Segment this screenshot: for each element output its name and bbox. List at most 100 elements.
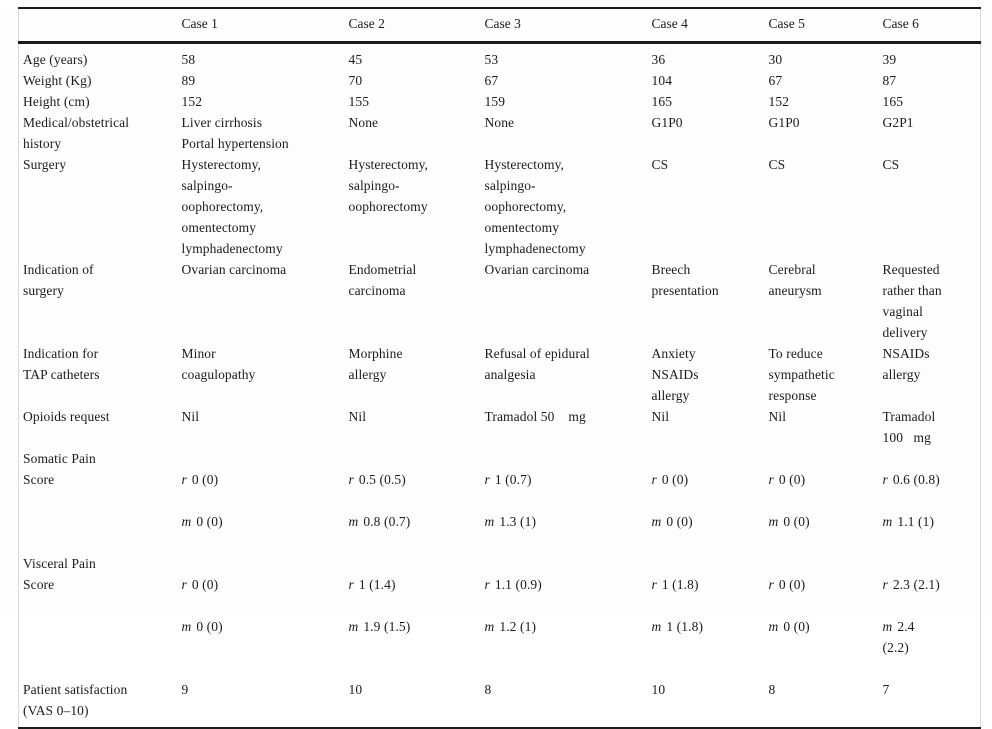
table-cell: r 1 (0.7) m 1.3 (1) [481,448,648,553]
table-row-somatic-pain-score: Somatic Pain Score r 0 (0) m 0 (0) r 0.5 (0… [19,448,981,553]
table-cell: Cerebral aneurysm [768,262,822,298]
movement-prefix: m [348,619,359,634]
table-cell: r 0.5 (0.5) m 0.8 (0.7) [345,448,481,553]
rest-prefix: r [348,472,354,487]
table-row-opioids-request: Opioids request Nil Nil Tramadol 50 mg N… [19,406,981,448]
table-cell: r 2.3 (2.1) m 2.4 (2.2) [879,553,981,679]
table-cell: Nil [348,409,367,424]
case-comparison-table: Case 1 Case 2 Case 3 Case 4 Case 5 Case … [18,7,981,729]
rest-value: 0.6 (0.8) [892,472,940,487]
movement-prefix: m [882,514,893,529]
header-case-3: Case 3 [480,8,648,44]
table-cell: 67 [484,73,499,88]
rest-value: 1 (0.7) [494,472,532,487]
table-cell: 53 [484,52,499,67]
rest-value: 2.3 (2.1) [892,577,940,592]
table-row-height: Height (cm) 152 155 159 165 152 165 [19,91,981,112]
movement-prefix: m [651,514,662,529]
table-cell: r 0 (0) m 0 (0) [765,448,879,553]
table-cell: 10 [651,682,666,697]
table-cell: Nil [181,409,200,424]
row-label: Age (years) [23,52,88,67]
movement-prefix: m [348,514,359,529]
table-cell: Ovarian carcinoma [181,262,287,277]
table-cell: Hysterectomy, salpingo- oophorectomy [348,157,429,214]
header-case-1: Case 1 [177,8,345,44]
rest-prefix: r [484,577,490,592]
table-cell: Minor coagulopathy [181,346,256,382]
rest-value: 0 (0) [191,577,219,592]
row-label: Indication for TAP catheters [23,346,100,382]
movement-value: 0.8 (0.7) [363,514,411,529]
table-cell: 7 [882,682,890,697]
table-cell: Requested rather than vaginal delivery [882,262,942,340]
table-cell: 45 [348,52,363,67]
rest-value: 0 (0) [778,577,806,592]
table-cell: G1P0 [768,115,800,130]
movement-value: 0 (0) [783,514,810,529]
table-cell: None [484,115,515,130]
table-cell: 89 [181,73,196,88]
movement-prefix: m [181,514,192,529]
table-cell: 165 [882,94,904,109]
rest-value: 1.1 (0.9) [494,577,542,592]
table-cell: Endometrial carcinoma [348,262,417,298]
table-cell: r 0 (0) m 0 (0) [765,553,879,679]
movement-prefix: m [768,619,779,634]
table-cell: Tramadol 100 mg [882,409,936,445]
table-cell: 9 [181,682,189,697]
table-cell: Anxiety NSAIDs allergy [651,346,699,403]
table-cell: Morphine allergy [348,346,403,382]
table-cell: CS [768,157,786,172]
row-label: Medical/obstetrical history [23,115,130,151]
table-row-medical-history: Medical/obstetrical history Liver cirrho… [19,112,981,154]
row-label: Surgery [23,157,67,172]
movement-prefix: m [484,514,495,529]
header-case-4: Case 4 [647,8,765,44]
table-cell: 36 [651,52,666,67]
table-row-visceral-pain-score: Visceral Pain Score r 0 (0) m 0 (0) r 1 (1.… [19,553,981,679]
rest-prefix: r [768,577,774,592]
header-empty-cell [18,8,178,44]
table-row-age: Age (years) 58 45 53 36 30 39 [19,43,981,71]
rest-prefix: r [651,577,657,592]
table-cell: 155 [348,94,370,109]
rest-value: 1 (1.8) [661,577,699,592]
header-case-6: Case 6 [878,8,981,44]
table-cell: Hysterectomy, salpingo- oophorectomy, om… [181,157,283,256]
table-cell: 10 [348,682,363,697]
header-case-2: Case 2 [344,8,481,44]
table-cell: 30 [768,52,783,67]
movement-prefix: m [181,619,192,634]
table-row-surgery: Surgery Hysterectomy, salpingo- oophorec… [19,154,981,259]
table-cell: r 1 (1.8) m 1 (1.8) [648,553,765,679]
row-label: Height (cm) [23,94,90,109]
table-cell: Nil [651,409,670,424]
rest-prefix: r [651,472,657,487]
table-cell: CS [882,157,900,172]
rest-value: 0.5 (0.5) [358,472,406,487]
movement-value: 1.3 (1) [499,514,537,529]
table-cell: CS [651,157,669,172]
row-label: Weight (Kg) [23,73,92,88]
movement-prefix: m [768,514,779,529]
rest-prefix: r [882,472,888,487]
table-row-patient-satisfaction: Patient satisfaction (VAS 0–10) 9 10 8 1… [19,679,981,728]
table-cell: To reduce sympathetic response [768,346,835,403]
movement-prefix: m [484,619,495,634]
table-cell: G1P0 [651,115,683,130]
movement-prefix: m [651,619,662,634]
movement-value: 1.2 (1) [499,619,537,634]
table-cell: 8 [484,682,492,697]
table-cell: r 1.1 (0.9) m 1.2 (1) [481,553,648,679]
movement-value: 1.1 (1) [897,514,935,529]
table-cell: 104 [651,73,673,88]
rest-prefix: r [768,472,774,487]
table-cell: r 1 (1.4) m 1.9 (1.5) [345,553,481,679]
row-label: Somatic Pain Score [23,451,96,487]
table-cell: r 0 (0) m 0 (0) [648,448,765,553]
row-label: Opioids request [23,409,110,424]
table-cell: G2P1 [882,115,914,130]
header-row: Case 1 Case 2 Case 3 Case 4 Case 5 Case … [18,8,981,44]
table-row-indication-of-surgery: Indication of surgery Ovarian carcinoma … [19,259,981,343]
